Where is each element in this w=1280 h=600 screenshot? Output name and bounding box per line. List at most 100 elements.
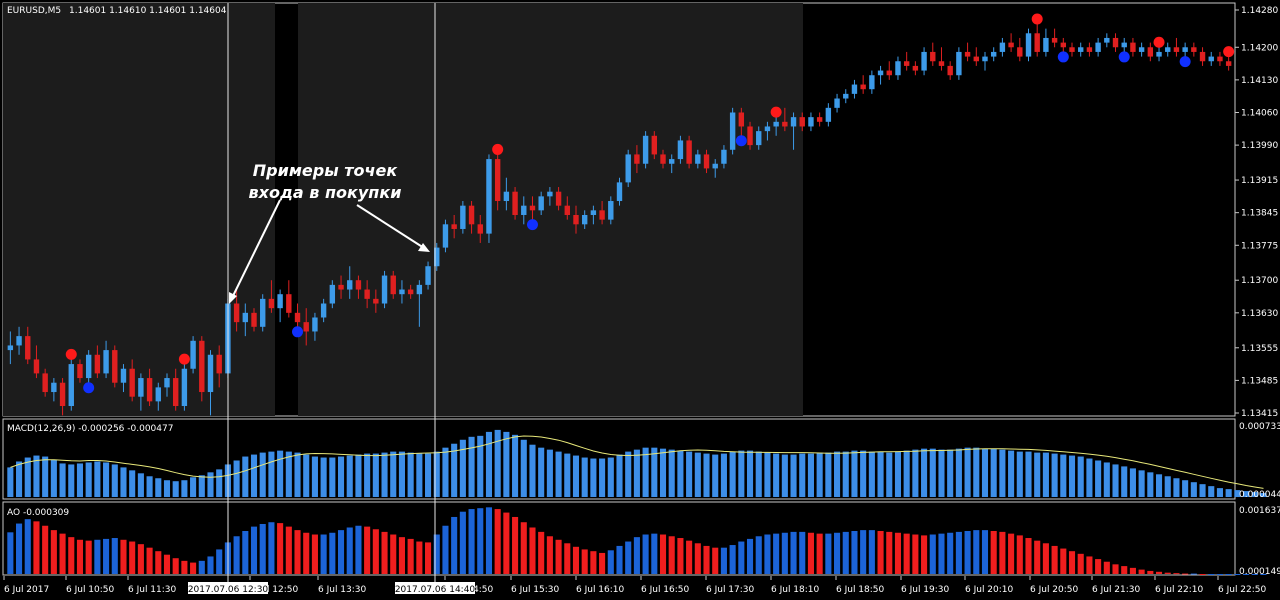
ao-bar [903, 533, 910, 574]
ao-pane: AO -0.000309 0.001637 0.000149 [2, 501, 1280, 577]
candle-body [103, 350, 109, 374]
candle-body [1156, 51, 1162, 57]
candle-body [782, 121, 788, 127]
candle-body [190, 340, 196, 369]
macd-bar [1060, 454, 1067, 497]
candle-body [851, 84, 858, 94]
macd-bar [103, 462, 110, 497]
ao-bar [607, 550, 614, 574]
macd-bar [1129, 468, 1136, 497]
annotation-arrow-2 [356, 204, 425, 249]
time-tick-label: 6 Jul 10:50 [66, 585, 115, 595]
candle-body [33, 359, 40, 374]
ao-bar [1251, 574, 1258, 575]
ao-bar [477, 508, 484, 574]
macd-bar [947, 449, 954, 497]
candle-body [425, 266, 431, 285]
macd-bar [233, 460, 240, 497]
price-tick-label: 1.14060 [1241, 108, 1278, 118]
macd-bar [990, 448, 997, 497]
candle-body [747, 126, 753, 146]
candle-body [538, 196, 544, 211]
candle-body [790, 117, 797, 127]
candle-body [381, 275, 388, 304]
candle-body [703, 154, 710, 169]
ao-bar [868, 530, 875, 574]
macd-bar [1086, 458, 1093, 497]
candle-body [112, 350, 118, 383]
candle-body [1043, 37, 1049, 52]
price-tick-label: 1.13845 [1241, 209, 1278, 219]
ao-bar [1234, 574, 1241, 575]
macd-bar [834, 451, 841, 497]
price-axis: 1.14280 1.14200 1.14130 1.14060 1.13990 1.139… [1235, 6, 1278, 419]
macd-bar [346, 455, 353, 497]
ohlc-label: 1.14601 1.14610 1.14601 1.14604 [69, 6, 227, 16]
ao-bar [416, 541, 423, 574]
ao-bar [16, 523, 23, 574]
candle-body [16, 336, 22, 346]
macd-bar [955, 448, 962, 497]
macd-bar [1095, 460, 1102, 497]
macd-bar [799, 453, 806, 497]
time-tick-label: 6 Jul 17:30 [706, 585, 755, 595]
candle-body [164, 378, 170, 388]
candle-body [886, 70, 892, 76]
candle-body [677, 140, 684, 160]
candle-body [25, 336, 31, 360]
macd-bar [764, 452, 771, 497]
macd-bar [712, 454, 719, 497]
ao-bar [68, 537, 75, 574]
cursor-time-1-text: 2017.07.06 12:30 [188, 585, 269, 595]
ao-bar [877, 531, 884, 574]
macd-bar [94, 461, 101, 497]
macd-bar [1243, 491, 1250, 497]
ao-bar [834, 532, 841, 574]
candle-body [242, 312, 249, 323]
macd-bar [50, 459, 57, 497]
macd-bar [355, 454, 362, 497]
candle-body [477, 224, 483, 234]
macd-bar [999, 449, 1006, 497]
ao-bar [990, 531, 997, 574]
candle-body [494, 159, 501, 202]
ao-bar [7, 532, 14, 574]
price-tick-label: 1.13415 [1241, 409, 1278, 419]
price-tick-label: 1.14200 [1241, 43, 1278, 53]
candle-body [1225, 61, 1232, 66]
ao-bar [1060, 548, 1067, 574]
ao-bar [1025, 538, 1032, 574]
macd-bar [172, 481, 179, 497]
macd-bar [912, 449, 919, 497]
macd-bar [1025, 451, 1032, 497]
ao-bar [303, 532, 310, 574]
macd-bar [442, 447, 449, 497]
ao-bar [94, 539, 101, 574]
macd-bar [311, 456, 318, 497]
ao-bar [163, 554, 171, 574]
ao-bar [938, 533, 945, 574]
macd-bar [781, 454, 788, 497]
price-tick-label: 1.14130 [1241, 76, 1278, 86]
ao-bar [1095, 559, 1102, 574]
ao-bar [1243, 574, 1250, 575]
candle-body [581, 214, 588, 225]
ao-bar [546, 536, 553, 574]
ao-bar [1034, 540, 1041, 574]
candle-body [1008, 42, 1014, 48]
macd-bar [1251, 492, 1258, 497]
macd-bar [860, 450, 867, 497]
time-tick-label: 6 Jul 11:30 [128, 585, 177, 595]
ao-bar [459, 511, 466, 574]
candle-body [216, 354, 222, 374]
macd-signal-line [10, 435, 1264, 489]
ao-bar [1042, 543, 1049, 574]
candle-body [1121, 42, 1127, 48]
candle-body [129, 368, 135, 397]
candle-body [825, 107, 832, 122]
macd-bar [1042, 452, 1049, 497]
ao-bar [1016, 535, 1023, 574]
candle-body [373, 298, 379, 304]
candle-body [1034, 33, 1040, 52]
candle-body [964, 51, 971, 57]
